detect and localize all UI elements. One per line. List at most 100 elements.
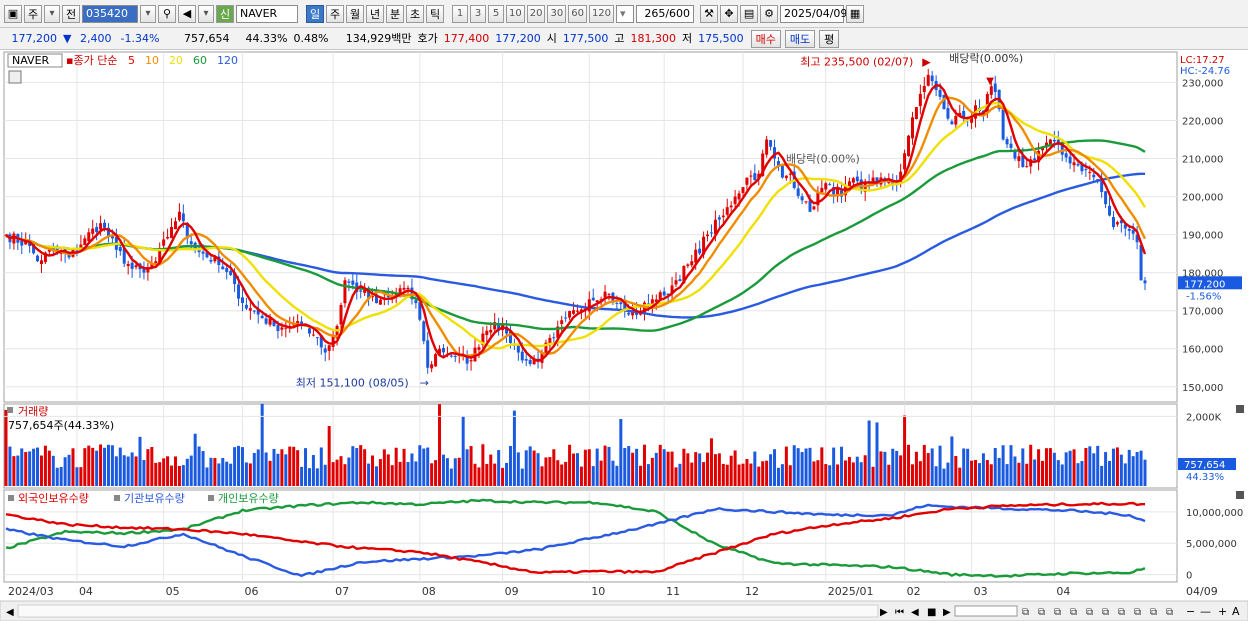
volume-bar [233, 447, 237, 486]
candle-body [591, 297, 595, 301]
volume-bar [954, 456, 958, 486]
volume-bar [804, 448, 808, 486]
table-toggle-icon [8, 70, 22, 84]
volume-bar [244, 462, 248, 486]
volume-bar [1115, 447, 1119, 486]
speaker-dropdown-icon[interactable]: ▾ [198, 4, 214, 23]
volume-bar [311, 455, 315, 486]
volume-bar [650, 457, 654, 486]
candle-body [414, 300, 418, 304]
period-tab-1[interactable]: 주 [326, 4, 344, 23]
candle-body [548, 338, 552, 346]
volume-bar [981, 453, 985, 486]
chart-menu-icon[interactable]: ▣ [4, 4, 22, 23]
volume-bar [371, 455, 375, 486]
volume-bar [142, 459, 146, 486]
volume-bar [895, 450, 899, 486]
legend-period-10: 10 [145, 54, 159, 67]
volume-bar [28, 451, 32, 486]
volume-bar [71, 448, 75, 486]
buy-button[interactable]: 매수 [750, 29, 781, 48]
volume-bar [709, 438, 713, 486]
count-input[interactable]: 265/600 [636, 4, 695, 23]
legend-ma-label: ▪종가 단순 [66, 54, 117, 67]
crosshair-icon[interactable]: ✥ [720, 4, 739, 23]
volume-bar [520, 468, 524, 486]
price-pane: 230,000 220,000 210,000 200,000 190,000 180,0… [4, 52, 1242, 394]
volume-bar [761, 461, 765, 486]
period-tab-5[interactable]: 초 [406, 4, 424, 23]
volume-bar [556, 460, 560, 486]
x-tick-label: 03 [974, 585, 988, 598]
volume-bar [843, 460, 847, 486]
eval-button[interactable]: 평 [819, 29, 840, 48]
pane-close-icon [1236, 491, 1244, 499]
sell-button[interactable]: 매도 [784, 29, 816, 48]
volume-bar [268, 460, 272, 486]
prev-button[interactable]: 전 [62, 4, 80, 23]
chart-area[interactable]: 230,000 220,000 210,000 200,000 190,000 180,0… [0, 50, 1248, 621]
period-tab-4[interactable]: 분 [386, 4, 404, 23]
candle-body [99, 223, 103, 230]
candle-body [371, 296, 375, 298]
volume-bar [292, 446, 296, 486]
stock-name-field[interactable]: NAVER [236, 4, 298, 23]
period-tab-2[interactable]: 월 [346, 4, 364, 23]
volume-bar [1096, 445, 1100, 486]
volume-bar [579, 466, 583, 486]
volume-bar [560, 464, 564, 486]
candle-body [1064, 153, 1068, 158]
volume-bar [690, 462, 694, 486]
volume-bar [721, 463, 725, 486]
volume-bar [572, 453, 576, 486]
candle-body [237, 284, 241, 299]
interval-button-120[interactable]: 120 [588, 4, 615, 23]
period-tab-6[interactable]: 틱 [426, 4, 444, 23]
interval-button-5[interactable]: 5 [488, 4, 504, 23]
interval-button-10[interactable]: 10 [506, 4, 525, 23]
period-tab-3[interactable]: 년 [366, 4, 384, 23]
candle-body [709, 232, 713, 234]
candle-body [434, 354, 438, 367]
period-tab-0[interactable]: 일 [306, 4, 324, 23]
calendar-icon[interactable]: ▦ [846, 4, 865, 23]
interval-dropdown-icon[interactable]: ▾ [616, 4, 635, 23]
speaker-icon[interactable]: ◀ [178, 4, 196, 23]
candle-body [985, 94, 989, 113]
volume-bar [595, 448, 599, 486]
candle-body [83, 238, 87, 246]
low-annotation: 최저 151,100 (08/05) [296, 377, 409, 390]
volume-bar [398, 461, 402, 486]
volume-bar [1108, 460, 1112, 486]
volume-bar [1068, 450, 1072, 486]
volume-bar [646, 464, 650, 486]
code-dropdown-icon[interactable]: ▾ [140, 4, 156, 23]
x-tick-label: 07 [335, 585, 349, 598]
interval-button-20[interactable]: 20 [526, 4, 546, 23]
candle-body [654, 299, 658, 303]
interval-button-60[interactable]: 60 [568, 4, 587, 23]
interval-button-1[interactable]: 1 [452, 4, 468, 23]
gear-icon[interactable]: ⚙ [760, 4, 779, 23]
volume-bar [481, 444, 485, 486]
volume-bar [544, 457, 548, 486]
x-tick-label: 10 [591, 585, 605, 598]
volume-bar [757, 466, 761, 486]
period-dropdown-icon[interactable]: ▾ [44, 4, 60, 23]
candle-body [268, 318, 272, 325]
scroll-track [17, 604, 879, 618]
date-input[interactable]: 2025/04/09 [780, 4, 847, 23]
volume-bar [820, 447, 824, 486]
interval-button-30[interactable]: 30 [547, 4, 567, 23]
save-icon[interactable]: ▤ [740, 4, 759, 23]
volume-bar [863, 455, 867, 486]
stock-code-input[interactable]: 035420 [82, 4, 138, 23]
view-tool-icon-6: ⧉ [1118, 607, 1125, 618]
shin-button[interactable]: 신 [216, 4, 234, 23]
chart-tool-icon[interactable]: ⚒ [700, 4, 719, 23]
interval-button-3[interactable]: 3 [470, 4, 486, 23]
candle-body [1021, 155, 1025, 168]
search-icon[interactable]: ⚲ [158, 4, 176, 23]
candle-body [926, 74, 930, 86]
period-unit-button[interactable]: 주 [24, 4, 42, 23]
